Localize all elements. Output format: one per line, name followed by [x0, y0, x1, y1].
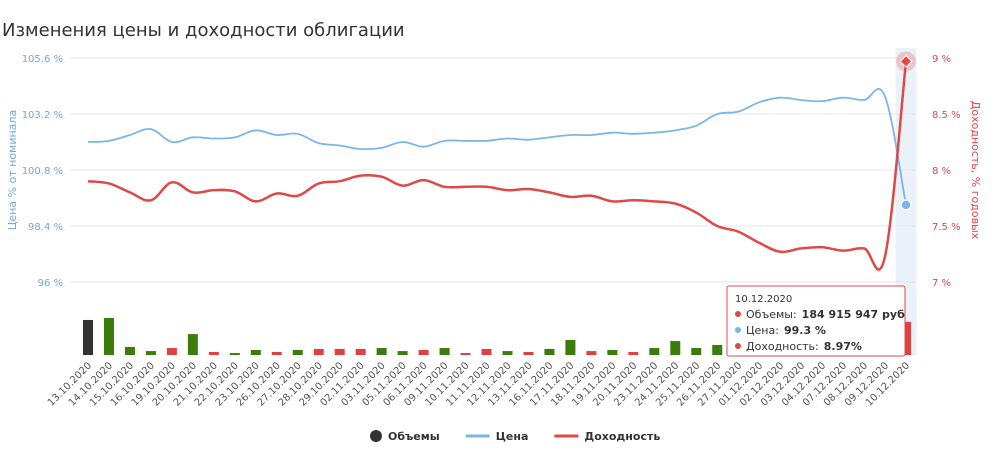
tooltip-title: 10.12.2020: [735, 294, 792, 305]
volume-bar: [607, 349, 618, 355]
y-tick-label: 100.8 %: [22, 166, 63, 177]
volume-bar: [418, 349, 429, 355]
volume-bar: [460, 353, 471, 355]
y2-tick-label: 7.5 %: [932, 222, 961, 233]
y-tick-label: 103.2 %: [22, 110, 63, 121]
y-tick-label: 96 %: [38, 278, 63, 289]
volume-bar: [124, 346, 135, 355]
volume-bar: [83, 319, 93, 355]
volume-bar: [145, 351, 156, 355]
tooltip-name: Объемы:: [746, 308, 797, 321]
volume-bar: [313, 348, 324, 355]
volume-bar: [649, 348, 660, 355]
volume-bar: [187, 334, 198, 355]
volume-bar: [523, 351, 534, 355]
volume-bar: [103, 318, 114, 355]
volume-bar: [565, 339, 576, 355]
tooltip-value: 8.97%: [824, 340, 862, 353]
volume-bar: [901, 321, 911, 355]
volume-bar: [439, 348, 450, 355]
volume-bar: [712, 344, 723, 355]
y2-axis-title: Доходность, % годовых: [969, 101, 982, 240]
volume-bar: [502, 351, 513, 355]
legend-label: Объемы: [388, 430, 440, 443]
tooltip-dot: [735, 343, 741, 349]
tooltip: 10.12.2020 Объемы: 184 915 947 руб Цена: 99.…: [726, 285, 906, 357]
legend-label: Доходность: [584, 430, 660, 443]
volume-bar: [334, 348, 345, 355]
volume-bar: [250, 349, 261, 355]
tooltip-value: 184 915 947 руб: [802, 308, 905, 321]
volume-bar: [628, 351, 639, 355]
volume-bar: [691, 348, 702, 355]
volume-bar: [376, 348, 387, 355]
volume-bar: [397, 351, 408, 355]
tooltip-name: Цена:: [746, 324, 779, 337]
volume-bar: [586, 351, 597, 355]
legend-label: Цена: [496, 430, 529, 443]
volume-bar: [670, 341, 681, 355]
tooltip-dot: [735, 311, 741, 317]
point-marker: [900, 199, 912, 211]
volume-bar: [355, 348, 366, 355]
chart-title: Изменения цены и доходности облигации: [2, 20, 405, 41]
y2-tick-label: 9 %: [932, 54, 951, 65]
y2-tick-label: 8.5 %: [932, 110, 961, 121]
volume-bar: [544, 348, 555, 355]
volume-bar: [292, 349, 303, 355]
volume-bar: [229, 353, 240, 355]
y2-tick-label: 8 %: [932, 166, 951, 177]
y2-tick-label: 7 %: [932, 278, 951, 289]
point-marker: [899, 54, 913, 68]
tooltip-value: 99.3 %: [784, 324, 826, 337]
y-axis-title: Цена % от номинала: [6, 110, 19, 230]
volume-bar: [166, 348, 177, 355]
legend-symbol: [370, 430, 382, 442]
tooltip-box: [726, 285, 906, 357]
tooltip-dot: [735, 327, 741, 333]
series-line: [87, 61, 908, 271]
volume-bar: [271, 351, 282, 355]
volume-bar: [481, 348, 492, 355]
y-tick-label: 105.6 %: [22, 54, 63, 65]
y-tick-label: 98.4 %: [28, 222, 63, 233]
tooltip-name: Доходность:: [746, 340, 819, 353]
series-line: [87, 88, 907, 206]
volume-bar: [208, 351, 219, 355]
